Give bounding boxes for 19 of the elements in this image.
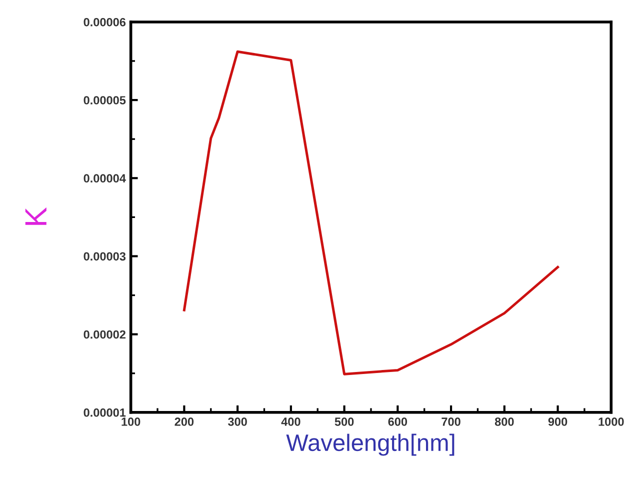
y-tick-label: 0.00003 xyxy=(84,252,126,261)
y-tick-label: 0.00004 xyxy=(84,174,126,183)
x-tick-label: 700 xyxy=(442,418,460,426)
x-tick-label: 800 xyxy=(494,418,514,426)
x-tick-label: 1000 xyxy=(598,418,624,426)
x-axis-title: Wavelength[nm] xyxy=(286,434,454,456)
y-axis-title: K xyxy=(25,207,46,225)
x-tick-label: 200 xyxy=(174,418,194,426)
x-tick-label: 900 xyxy=(548,418,568,426)
y-tick-label: 0.00002 xyxy=(84,330,126,339)
x-tick-label: 100 xyxy=(122,418,140,426)
x-tick-label: 300 xyxy=(228,418,247,426)
y-tick-label: 0.00005 xyxy=(84,96,126,104)
y-tick-label: 0.00006 xyxy=(84,18,126,26)
x-tick-label: 600 xyxy=(388,418,408,426)
x-tick-label: 500 xyxy=(334,418,354,426)
x-tick-label: 400 xyxy=(281,418,300,426)
line-series xyxy=(182,50,560,376)
y-tick-label: 0.00001 xyxy=(84,408,126,417)
